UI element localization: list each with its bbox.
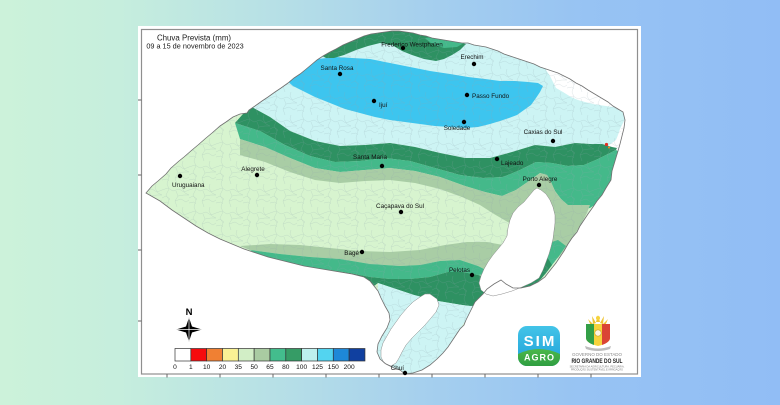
svg-text:20: 20	[219, 364, 227, 371]
svg-text:GOVERNO DO ESTADO: GOVERNO DO ESTADO	[572, 352, 623, 357]
svg-text:200: 200	[344, 364, 355, 371]
svg-text:Chuí: Chuí	[391, 365, 405, 372]
svg-text:Ijuí: Ijuí	[379, 102, 388, 109]
svg-text:Caxias do Sul: Caxias do Sul	[524, 129, 563, 136]
svg-text:Alegrete: Alegrete	[241, 166, 265, 173]
svg-text:Soledade: Soledade	[444, 125, 471, 132]
svg-text:Erechim: Erechim	[460, 54, 483, 61]
svg-text:Porto Alegre: Porto Alegre	[523, 176, 558, 183]
svg-text:Santa Rosa: Santa Rosa	[321, 65, 354, 72]
svg-text:Passo Fundo: Passo Fundo	[472, 93, 510, 100]
svg-text:Pelotas: Pelotas	[449, 267, 470, 274]
svg-text:Bagé: Bagé	[344, 250, 359, 257]
svg-text:PRODUÇÃO SUSTENTÁVEL E IRRIGAÇ: PRODUÇÃO SUSTENTÁVEL E IRRIGAÇÃO	[571, 367, 623, 372]
svg-text:80: 80	[282, 364, 290, 371]
svg-text:50: 50	[250, 364, 258, 371]
svg-text:SECRETARIA DA AGRICULTURA, PEC: SECRETARIA DA AGRICULTURA, PECUÁRIA,	[570, 365, 625, 369]
svg-text:RIO GRANDE DO SUL: RIO GRANDE DO SUL	[572, 358, 623, 365]
svg-text:35: 35	[235, 364, 243, 371]
svg-text:125: 125	[312, 364, 323, 371]
svg-text:Santa Maria: Santa Maria	[353, 154, 387, 161]
svg-text:100: 100	[296, 364, 307, 371]
svg-text:Lajeado: Lajeado	[501, 160, 524, 167]
svg-text:0: 0	[173, 364, 177, 371]
svg-text:SIM: SIM	[524, 333, 557, 350]
svg-text:AGRO: AGRO	[524, 353, 555, 363]
svg-text:10: 10	[203, 364, 211, 371]
svg-text:Caçapava do Sul: Caçapava do Sul	[376, 203, 424, 210]
svg-text:Chuva Prevista (mm): Chuva Prevista (mm)	[157, 34, 231, 43]
svg-text:1: 1	[189, 364, 193, 371]
svg-text:Uruguaiana: Uruguaiana	[172, 182, 205, 189]
svg-text:N: N	[186, 307, 193, 318]
svg-text:150: 150	[328, 364, 339, 371]
svg-text:Frederico Westphalen: Frederico Westphalen	[381, 42, 443, 49]
svg-text:65: 65	[266, 364, 274, 371]
svg-text:09 a 15 de novembro de 2023: 09 a 15 de novembro de 2023	[146, 42, 243, 51]
